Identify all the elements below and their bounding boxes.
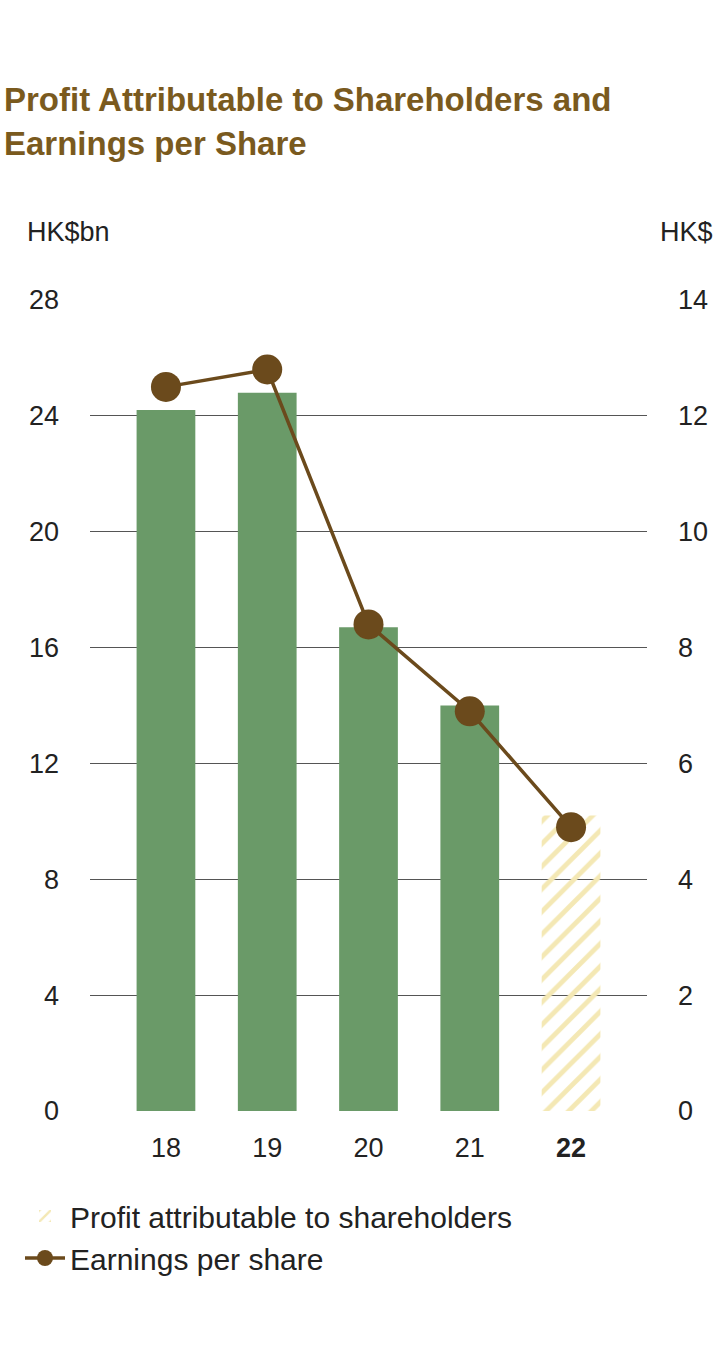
svg-text:4: 4 (678, 865, 693, 895)
svg-text:14: 14 (678, 285, 708, 315)
svg-text:8: 8 (678, 633, 693, 663)
svg-text:8: 8 (44, 865, 59, 895)
html-text:Profit Attributable to Shareho: Profit Attributable to Shareholders and … (4, 81, 612, 162)
svg-text:Profit attributable to shareho: Profit attributable to shareholders (70, 1201, 512, 1234)
svg-text:21: 21 (455, 1133, 485, 1163)
svg-text:24: 24 (29, 401, 59, 431)
svg-text:2: 2 (678, 981, 693, 1011)
svg-text:10: 10 (678, 517, 708, 547)
svg-text:6: 6 (678, 749, 693, 779)
svg-text:16: 16 (29, 633, 59, 663)
svg-text:12: 12 (29, 749, 59, 779)
svg-text:0: 0 (678, 1096, 693, 1126)
svg-text:4: 4 (44, 981, 59, 1011)
svg-text:HK$bn: HK$bn (27, 217, 110, 247)
svg-text:22: 22 (556, 1133, 586, 1163)
svg-text:18: 18 (151, 1133, 181, 1163)
svg-text:12: 12 (678, 401, 708, 431)
svg-text:HK$: HK$ (660, 217, 713, 247)
svg-text:0: 0 (44, 1096, 59, 1126)
svg-text:Earnings per share: Earnings per share (70, 1243, 323, 1276)
svg-text:19: 19 (252, 1133, 282, 1163)
svg-text:28: 28 (29, 285, 59, 315)
svg-text:20: 20 (29, 517, 59, 547)
svg-text:20: 20 (353, 1133, 383, 1163)
